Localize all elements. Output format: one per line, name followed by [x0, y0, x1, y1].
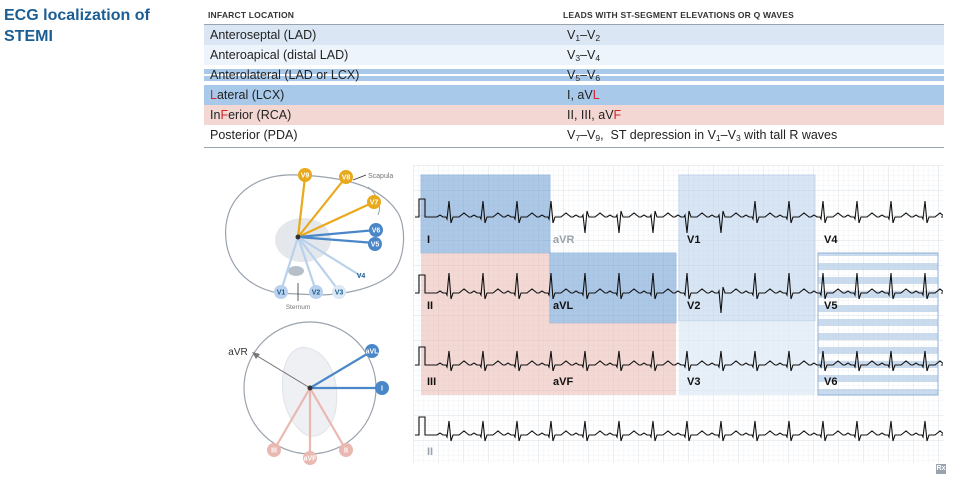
region-lead-avf — [550, 323, 676, 395]
badge-ii — [339, 443, 353, 457]
ecg-trace-row-1 — [415, 198, 943, 234]
rx-icon: Rx — [936, 464, 946, 474]
badge-avf — [303, 451, 317, 465]
table-header: INFARCT LOCATION LEADS WITH ST-SEGMENT E… — [204, 10, 944, 25]
table-row: Posterior (PDA) V7–V9, ST depression in V… — [204, 125, 944, 145]
badge-v1 — [274, 285, 288, 299]
scapula-label: Scapula — [368, 173, 393, 180]
leads-cell: I, aVL — [567, 88, 600, 102]
badge-v8 — [339, 170, 353, 184]
ecg-trace-row-3 — [415, 346, 943, 372]
leads-cell: II, III, aVF — [567, 108, 622, 122]
header-infarct-location: INFARCT LOCATION — [208, 10, 295, 20]
ecg-label-ii-rhythm: II — [427, 446, 433, 458]
lead-line-v9 — [296, 176, 307, 238]
label-v1: V1 — [277, 290, 286, 297]
badge-avl — [365, 344, 379, 358]
table-row: InFerior (RCA) II, III, aVF — [204, 105, 944, 125]
label-v6: V6 — [372, 228, 381, 235]
ecg-tracing: I aVR V1 V4 II aVL V2 V5 III aVF V3 V6 I… — [413, 165, 943, 463]
region-lead-v5-v6 — [817, 252, 939, 396]
ecg-label-iii: III — [427, 376, 436, 388]
label-i: I — [381, 386, 383, 393]
lead-line-v7 — [297, 201, 375, 238]
label-avf: aVF — [304, 456, 318, 463]
table-row: Anterolateral (LAD or LCX) V5–V6 — [204, 65, 944, 85]
spine-shape — [288, 266, 304, 276]
region-lead-ii — [421, 253, 550, 395]
leads-cell: V3–V4 — [567, 47, 601, 63]
ecg-label-ii: II — [427, 300, 433, 312]
page-title: ECG localization of STEMI — [4, 7, 150, 45]
badge-iii — [267, 443, 281, 457]
infarct-location-cell: InFerior (RCA) — [210, 108, 292, 122]
ecg-trace-row-2 — [415, 272, 943, 314]
ecg-label-v3: V3 — [687, 376, 700, 388]
ecg-label-v1: V1 — [687, 234, 700, 246]
chest-center-dot — [295, 234, 301, 240]
lead-line-v3 — [297, 236, 340, 292]
lead-line-v4 — [297, 236, 362, 277]
label-v5: V5 — [371, 242, 380, 249]
sternum-label: Sternum — [286, 304, 311, 311]
label-v4: V4 — [357, 273, 366, 280]
avr-arrowhead — [252, 352, 260, 359]
region-lead-v3 — [679, 321, 815, 395]
table-row: Anteroapical (distal LAD) V3–V4 — [204, 45, 944, 65]
label-v8: V8 — [342, 175, 351, 182]
lead-line-avl — [309, 350, 373, 389]
localization-table: INFARCT LOCATION LEADS WITH ST-SEGMENT E… — [204, 10, 944, 148]
lead-line-v6 — [297, 228, 377, 239]
label-avl: aVL — [366, 349, 380, 356]
leads-cell: V5–V6 — [567, 67, 601, 83]
ecg-label-v6: V6 — [824, 376, 837, 388]
table-row: Lateral (LCX) I, aVL — [204, 85, 944, 105]
label-iii: III — [271, 448, 277, 455]
chest-lead-diagram: V9 V8 V7 V6 V5 V4 V3 V2 V1 Scapula Stern… — [225, 168, 405, 311]
badge-v6 — [369, 223, 383, 237]
leads-cell: V7–V9, ST depression in V1–V3 with tall … — [567, 127, 838, 143]
badge-v3 — [332, 285, 346, 299]
ecg-trace-row-4 — [415, 416, 943, 442]
table-row: Anteroseptal (LAD) V1–V2 — [204, 25, 944, 45]
avr-arrow — [253, 353, 311, 389]
table-bottom-rule — [204, 147, 944, 148]
infarct-location-cell: Anteroapical (distal LAD) — [210, 48, 349, 62]
scapula-pointer — [352, 174, 367, 181]
infarct-location-cell: Anteroseptal (LAD) — [210, 28, 317, 42]
label-ii: II — [344, 448, 348, 455]
ecg-label-i: I — [427, 234, 430, 246]
infarct-location-cell: Anterolateral (LAD or LCX) — [210, 68, 360, 82]
limb-center-dot — [307, 385, 313, 391]
badge-v7 — [367, 195, 381, 209]
badge-v2 — [309, 285, 323, 299]
region-lead-avl — [549, 252, 677, 324]
label-v9: V9 — [301, 173, 310, 180]
ecg-label-avl: aVL — [553, 300, 573, 312]
badge-i — [375, 381, 389, 395]
badge-v9 — [298, 168, 312, 182]
ecg-label-avr: aVR — [553, 234, 574, 246]
label-v7: V7 — [370, 200, 379, 207]
lead-line-v5 — [297, 235, 376, 245]
ecg-label-v5: V5 — [824, 300, 837, 312]
ecg-label-avf: aVF — [553, 376, 573, 388]
lead-line-ii — [309, 387, 347, 451]
lead-line-v1 — [279, 236, 300, 292]
lead-line-v8 — [297, 176, 347, 238]
region-lead-i — [420, 174, 551, 254]
label-avr: aVR — [228, 347, 247, 358]
infarct-location-cell: Posterior (PDA) — [210, 128, 298, 142]
badge-v5 — [368, 237, 382, 251]
ecg-label-v2: V2 — [687, 300, 700, 312]
infarct-location-cell: Lateral (LCX) — [210, 88, 285, 102]
label-v2: V2 — [312, 290, 321, 297]
label-v3: V3 — [335, 290, 344, 297]
ecg-label-v4: V4 — [824, 234, 838, 246]
lead-line-v2 — [296, 236, 318, 292]
leads-cell: V1–V2 — [567, 27, 601, 43]
limb-lead-diagram: aVR aVL I III aVF II — [228, 321, 389, 465]
lead-line-iii — [273, 387, 311, 451]
header-leads: LEADS WITH ST-SEGMENT ELEVATIONS OR Q WA… — [563, 10, 795, 20]
